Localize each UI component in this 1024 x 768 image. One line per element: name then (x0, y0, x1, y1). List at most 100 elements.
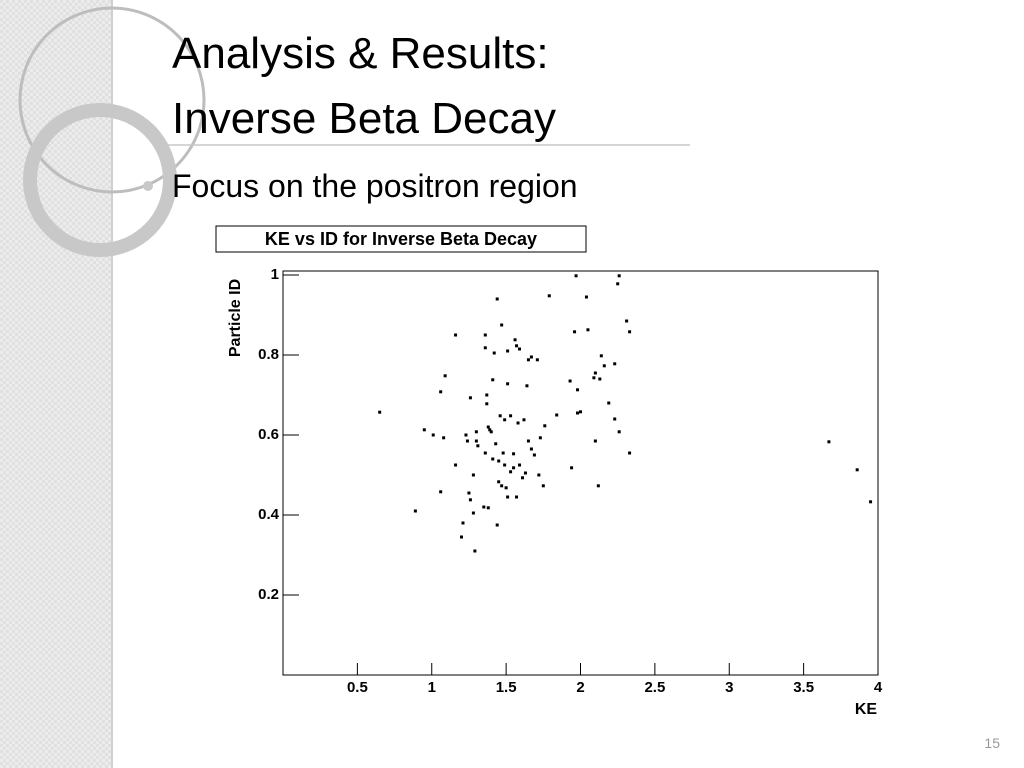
point (568, 379, 572, 383)
point (468, 498, 472, 502)
point (592, 376, 596, 380)
point (541, 484, 545, 488)
point (454, 463, 458, 467)
point (516, 421, 520, 425)
point (574, 274, 578, 278)
point (513, 338, 517, 342)
point (483, 333, 487, 337)
point (509, 470, 513, 474)
point (628, 451, 632, 455)
point (486, 425, 490, 429)
point (460, 535, 463, 539)
x-tick-label: 3 (725, 679, 733, 696)
point (486, 506, 490, 510)
point (526, 439, 530, 443)
point (495, 297, 499, 301)
point (613, 417, 617, 421)
decor-ring (18, 6, 206, 194)
y-tick-label: 0.8 (258, 346, 279, 363)
point (593, 439, 597, 443)
point (467, 491, 471, 495)
point (523, 471, 527, 475)
x-tick-label: 2 (576, 679, 584, 696)
point (827, 440, 831, 444)
point (512, 466, 516, 470)
point (474, 430, 478, 434)
point (494, 442, 498, 446)
point (501, 451, 505, 455)
y-tick-label: 0.2 (258, 586, 279, 603)
slide-title: Inverse Beta Decay (172, 94, 556, 143)
point (509, 414, 513, 418)
point (471, 511, 475, 515)
point (491, 457, 495, 461)
point (599, 354, 603, 358)
point (543, 424, 547, 428)
point (461, 521, 465, 525)
point (439, 390, 443, 394)
point (547, 294, 551, 298)
point (593, 371, 597, 375)
point (522, 418, 526, 422)
plot-frame (282, 270, 879, 676)
point (471, 473, 475, 477)
point (613, 362, 617, 366)
point (492, 351, 496, 355)
y-tick-label: 0.4 (258, 506, 280, 523)
y-tick-label: 1 (271, 266, 279, 283)
x-tick-label: 0.5 (347, 679, 368, 696)
point (518, 347, 522, 351)
chart-title: KE vs ID for Inverse Beta Decay (265, 229, 537, 249)
point (598, 377, 602, 381)
point (584, 295, 588, 299)
point (506, 495, 510, 499)
point (532, 453, 536, 457)
point (485, 393, 489, 397)
point (482, 505, 486, 509)
point (488, 428, 492, 432)
x-tick-label: 1.5 (496, 679, 517, 696)
point (464, 433, 468, 437)
point (537, 473, 541, 477)
point (579, 410, 582, 414)
point (607, 401, 611, 405)
bullet-text: Focus on the positron region (172, 168, 578, 204)
point (442, 436, 446, 440)
point (439, 490, 443, 494)
point (413, 509, 417, 513)
point (625, 319, 629, 323)
y-axis-label: Particle ID (227, 279, 244, 357)
point (500, 323, 504, 327)
point (378, 410, 382, 414)
point (586, 328, 590, 332)
point (465, 439, 469, 443)
point (476, 444, 480, 448)
point (535, 358, 539, 362)
point (431, 433, 435, 437)
point (474, 439, 478, 443)
point (529, 447, 533, 451)
point (596, 484, 600, 488)
bullet-dot (143, 181, 153, 191)
x-axis-label: KE (855, 701, 878, 718)
point (570, 466, 574, 470)
point (495, 523, 499, 527)
point (489, 430, 493, 434)
point (500, 484, 504, 488)
point (503, 418, 507, 422)
point (503, 463, 507, 467)
point (628, 330, 632, 334)
point (602, 364, 606, 368)
point (526, 358, 530, 362)
point (506, 349, 510, 353)
point (869, 500, 873, 504)
point (538, 436, 542, 440)
point (443, 374, 447, 378)
point (422, 428, 426, 432)
point (497, 459, 501, 463)
point (520, 476, 524, 480)
chart-title-box (215, 225, 587, 253)
x-tick-label: 1 (428, 679, 436, 696)
